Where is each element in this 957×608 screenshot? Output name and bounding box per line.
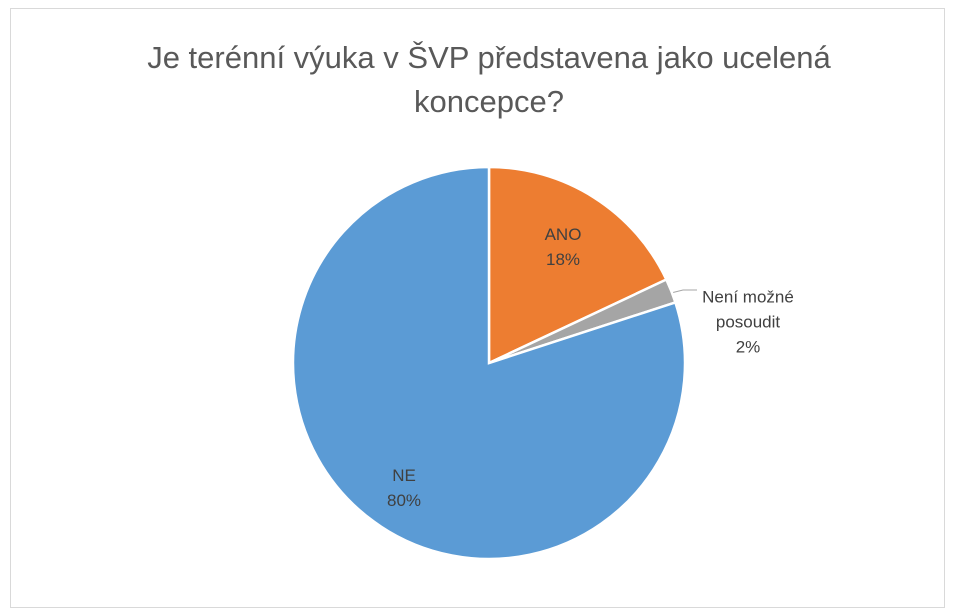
value-label: 80%	[386, 491, 422, 510]
category-label: Není možné posoudit	[702, 287, 794, 332]
pie-slice	[487, 165, 669, 365]
slice-label: ANO 18%	[518, 222, 608, 272]
value-label: 2%	[735, 337, 761, 357]
pie-slice	[291, 165, 687, 561]
slice-label: NE 80%	[359, 463, 449, 513]
pie-chart	[291, 165, 697, 561]
value-label: 18%	[545, 250, 581, 269]
chart-title: Je terénní výuka v ŠVP představena jako …	[147, 40, 831, 119]
page: Je terénní výuka v ŠVP představena jako …	[10, 8, 945, 608]
slice-label: Není možné posoudit 2%	[693, 285, 803, 360]
leader-line	[670, 289, 697, 294]
category-label: NE	[392, 466, 416, 485]
category-label: ANO	[544, 225, 582, 244]
